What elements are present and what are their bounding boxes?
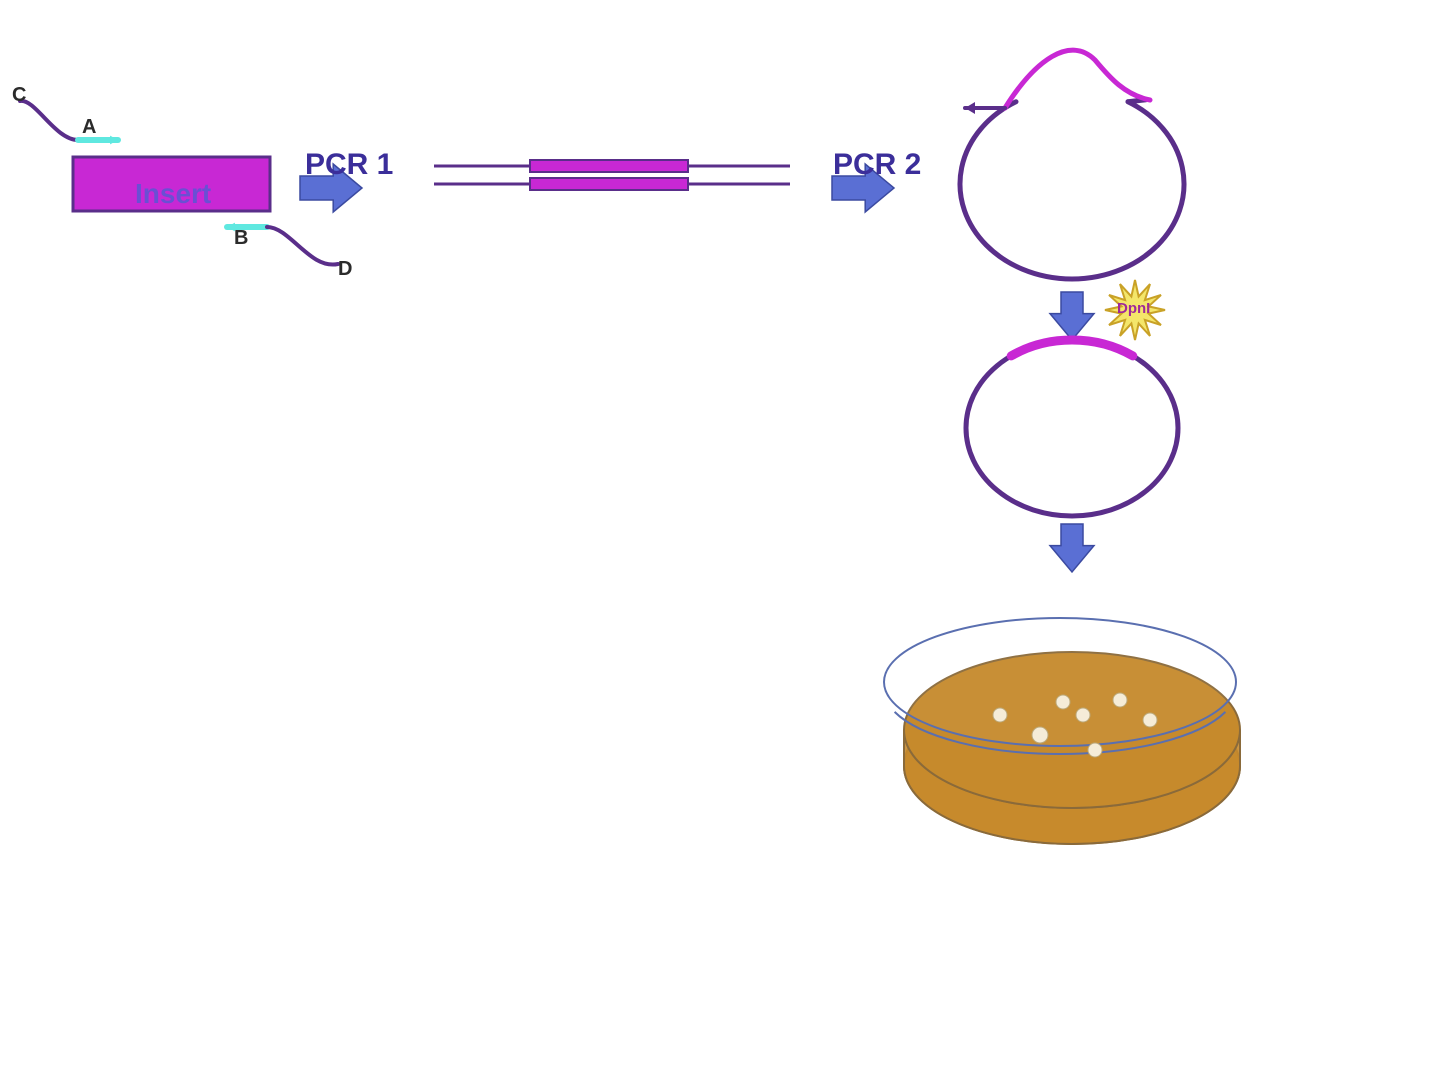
colony-2 (1056, 695, 1070, 709)
label-insert: Insert (135, 178, 211, 210)
colony-5 (1113, 693, 1127, 707)
plasmid-closed-insert (1011, 340, 1133, 356)
plasmid-open (960, 102, 1184, 279)
label-pcr2: PCR 2 (833, 148, 921, 182)
arrow-down-2 (1050, 524, 1094, 572)
colony-6 (1143, 713, 1157, 727)
label-a: A (82, 116, 96, 139)
primer-c-tail (20, 101, 78, 140)
colony-0 (993, 708, 1007, 722)
colony-4 (1088, 743, 1102, 757)
label-b: B (234, 227, 248, 250)
label-d: D (338, 258, 352, 281)
colony-3 (1076, 708, 1090, 722)
primer-d-tail (267, 227, 338, 265)
plasmid-back-arrow-head (965, 102, 975, 114)
label-dpni: DpnI (1117, 300, 1150, 317)
arrow-down-1 (1050, 292, 1094, 340)
label-pcr1: PCR 1 (305, 148, 393, 182)
plasmid-closed (966, 340, 1178, 516)
primer-a-arrow-head (110, 136, 118, 145)
colony-1 (1032, 727, 1048, 743)
label-c: C (12, 84, 26, 107)
petri-lid (884, 618, 1236, 746)
